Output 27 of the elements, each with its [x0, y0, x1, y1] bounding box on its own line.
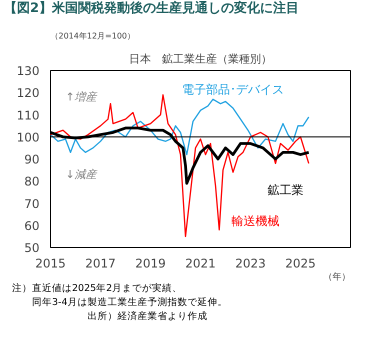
y-tick-label: 90	[24, 152, 40, 166]
y-tick-label: 100	[16, 130, 40, 144]
y-tick-label: 50	[24, 241, 40, 255]
x-tick-label: 2017	[85, 256, 116, 270]
y-tick-label: 120	[16, 86, 40, 100]
y-axis-title: （2014年12月=100）	[50, 32, 136, 40]
x-axis-title: （年）	[324, 272, 350, 282]
x-tick-label: 2019	[135, 256, 166, 270]
x-tick-label: 2023	[235, 256, 266, 270]
x-tick-label: 2021	[185, 256, 216, 270]
chart-title: 【図2】米国関税発動後の生産見通しの変化に注目	[4, 0, 300, 18]
annotation: ↑増産	[66, 90, 98, 104]
text: 注）直近値は2025年2月までが実績、	[12, 282, 184, 296]
y-tick-label: 130	[16, 64, 40, 78]
annotation: ↓減産	[66, 168, 98, 181]
y-tick-label: 60	[24, 218, 40, 233]
y-tick-label: 110	[16, 108, 40, 122]
text: 出所）経済産業省より作成	[86, 310, 209, 324]
chart-subtitle: 日本 鉱工業生産（業種別）	[129, 52, 272, 66]
x-tick-label: 2015	[35, 256, 66, 270]
y-tick-label: 80	[24, 174, 40, 189]
series-label: 輸送機械	[232, 214, 280, 228]
text: 鉱工業	[268, 182, 304, 197]
series-label: 電子部品･デバイス	[182, 82, 284, 96]
text: 同年3-4月は製造工業生産予測指数で延伸。	[31, 296, 228, 310]
y-tick-label: 70	[24, 196, 40, 211]
x-tick-label: 2025	[285, 256, 316, 270]
